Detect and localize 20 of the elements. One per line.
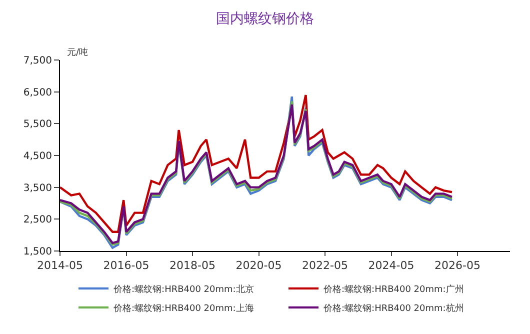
y-tick-label: 6,500 — [23, 87, 52, 98]
y-tick-label: 4,500 — [23, 151, 52, 162]
legend-label: 价格:螺纹钢:HRB400 20mm:广州 — [322, 284, 464, 295]
y-tick-label: 3,500 — [23, 182, 52, 194]
x-tick-label: 2024-05 — [368, 259, 414, 272]
legend-label: 价格:螺纹钢:HRB400 20mm:上海 — [112, 302, 254, 314]
y-tick-label: 2,500 — [23, 214, 52, 226]
y-tick-label: 1,500 — [23, 246, 52, 258]
x-tick-label: 2026-05 — [434, 259, 480, 272]
x-tick-label: 2022-05 — [302, 259, 348, 272]
chart-title: 国内螺纹钢价格 — [216, 11, 314, 28]
x-tick-label: 2016-05 — [103, 259, 150, 272]
y-tick-label: 5,500 — [23, 119, 52, 130]
y-tick-label: 7,500 — [23, 56, 52, 66]
x-tick-label: 2020-05 — [236, 259, 282, 272]
y-axis-title: 元/吨 — [67, 47, 88, 58]
legend-label: 价格:螺纹钢:HRB400 20mm:杭州 — [322, 302, 464, 314]
x-tick-label: 2018-05 — [170, 259, 216, 272]
legend-label: 价格:螺纹钢:HRB400 20mm:北京 — [112, 284, 254, 295]
x-tick-label: 2014-05 — [37, 259, 83, 272]
